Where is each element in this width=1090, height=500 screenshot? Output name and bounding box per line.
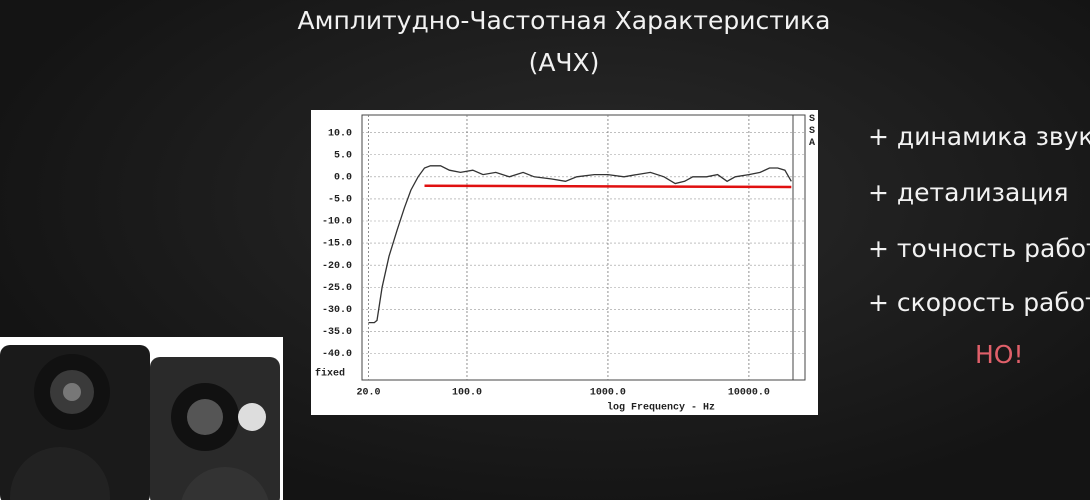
series-line <box>424 184 792 189</box>
y-tick-label: 0.0 <box>334 172 352 183</box>
series-line <box>368 165 792 324</box>
warning: НО! <box>975 340 1024 369</box>
x-tick-label: 100.0 <box>452 388 482 399</box>
x-axis-label: log Frequency - Hz <box>607 402 715 414</box>
y-tick-label: -40.0 <box>322 349 352 360</box>
bullet: + точность работ <box>868 234 1090 263</box>
y-bottom-label: fixed <box>315 368 345 380</box>
x-tick-label: 10000.0 <box>728 388 770 399</box>
x-tick-label: 20.0 <box>356 388 380 399</box>
speakers-photo <box>0 337 283 500</box>
y-tick-label: -35.0 <box>322 327 352 338</box>
title-line: Амплитудно-Частотная Характеристика <box>297 6 831 35</box>
chart: log Frequency - Hz fixed MLSSA 10.0 5.0 0.… <box>311 110 818 415</box>
bullet: + скорость работ <box>868 288 1090 317</box>
x-tick-label: 1000.0 <box>590 388 626 399</box>
title-line: (АЧХ) <box>528 48 600 77</box>
bullet: + детализация <box>868 178 1069 207</box>
y-tick-label: -25.0 <box>322 283 352 294</box>
y-tick-label: -30.0 <box>322 305 352 316</box>
y-tick-label: -20.0 <box>322 261 352 272</box>
bullet: + динамика звук <box>868 122 1090 151</box>
side-label: MLSSA <box>807 110 818 150</box>
y-tick-label: -5.0 <box>328 195 352 206</box>
y-tick-label: -10.0 <box>322 217 352 228</box>
y-tick-label: 5.0 <box>334 150 352 161</box>
y-tick-label: 10.0 <box>328 128 352 139</box>
y-tick-label: -15.0 <box>322 239 352 250</box>
